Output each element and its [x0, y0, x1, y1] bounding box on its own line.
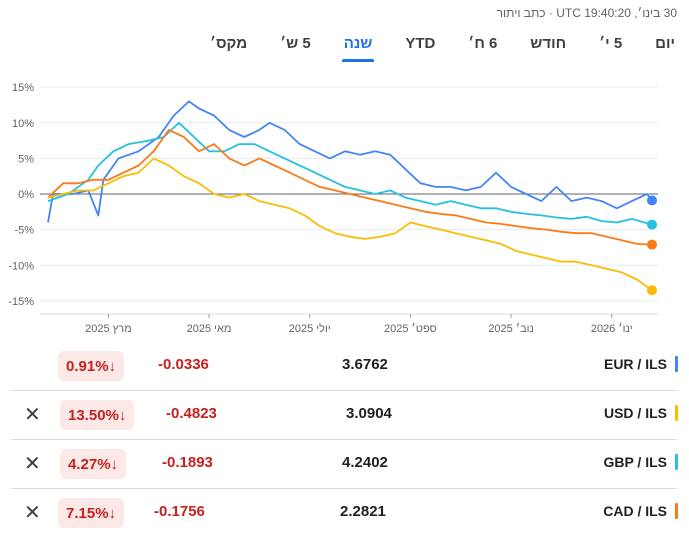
series-line [47, 121, 653, 226]
timestamp: 30 בינו׳, UTC 19:40:20 · כתב ויתור [496, 6, 677, 20]
y-tick-label: 0% [18, 189, 34, 201]
change-value: -0.1893 [162, 454, 213, 471]
close-icon[interactable]: ✕ [24, 453, 41, 475]
price-value: 3.6762 [342, 356, 388, 373]
x-tick-label: נוב׳ 2025 [488, 322, 534, 335]
series-endpoint [647, 195, 657, 206]
x-tick-label: ינו׳ 2026 [591, 322, 633, 335]
percent-value: 7.15% [66, 504, 109, 522]
tab-day[interactable]: יום [655, 34, 675, 52]
percent-badge: 13.50% ↓ [60, 400, 135, 430]
series-color-swatch [675, 454, 678, 470]
price-value: 4.2402 [342, 454, 388, 471]
change-value: -0.4823 [166, 405, 217, 422]
series-endpoint [647, 285, 657, 296]
percent-badge: 7.15% ↓ [58, 498, 125, 528]
arrow-down-icon: ↓ [108, 504, 117, 522]
tab-year[interactable]: שנה [341, 31, 375, 62]
change-value: -0.1756 [154, 503, 205, 520]
tab-5-days[interactable]: 5 י׳ [599, 34, 623, 52]
series-line [47, 157, 653, 291]
x-tick-label: יולי 2025 [289, 322, 331, 335]
y-tick-label: 5% [18, 153, 34, 165]
pair-label: USD / ILS [604, 405, 678, 421]
comparison-chart[interactable]: 15% 10% 5% 0% -5% -10% -15% מרץ 2025 מאי 2025 יול… [0, 62, 689, 338]
series-line [47, 129, 653, 246]
list-item[interactable]: ✕ 7.15% ↓ -0.1756 2.2821 CAD / ILS [10, 489, 678, 537]
series-color-swatch [675, 356, 678, 372]
tab-6-months[interactable]: 6 ח׳ [468, 34, 498, 52]
percent-value: 4.27% [68, 455, 111, 473]
list-item[interactable]: ✕ 4.27% ↓ -0.1893 4.2402 GBP / ILS [10, 440, 678, 489]
change-value: -0.0336 [158, 356, 209, 373]
pair-name: GBP / ILS [603, 454, 667, 470]
close-icon[interactable]: ✕ [24, 404, 41, 426]
x-tick-label: מרץ 2025 [85, 323, 132, 335]
pair-label: CAD / ILS [603, 503, 678, 519]
percent-value: 13.50% [68, 406, 119, 424]
price-value: 2.2821 [340, 503, 386, 520]
price-value: 3.0904 [346, 405, 392, 422]
x-tick-label: מאי 2025 [187, 323, 232, 335]
arrow-down-icon: ↓ [108, 357, 117, 375]
x-tick-label: ספט׳ 2025 [384, 322, 437, 335]
series-endpoint [647, 239, 657, 250]
percent-value: 0.91% [66, 357, 109, 375]
range-tabs: יום 5 י׳ חודש 6 ח׳ YTD שנה 5 ש׳ מקס׳ [210, 26, 675, 62]
y-tick-label: -15% [8, 296, 34, 308]
percent-badge: 0.91% ↓ [58, 351, 125, 381]
tab-ytd[interactable]: YTD [405, 34, 436, 52]
series-color-swatch [675, 503, 678, 519]
y-tick-label: 15% [12, 82, 34, 94]
pair-name: USD / ILS [603, 405, 667, 421]
y-tick-label: 10% [12, 118, 34, 130]
series-line [47, 100, 653, 223]
arrow-down-icon: ↓ [110, 455, 119, 473]
tab-month[interactable]: חודש [530, 34, 567, 52]
list-item[interactable]: 0.91% ↓ -0.0336 3.6762 EUR / ILS [10, 342, 678, 391]
y-tick-label: -5% [14, 225, 34, 237]
pair-name: EUR / ILS [603, 356, 667, 372]
tab-max[interactable]: מקס׳ [210, 34, 248, 52]
pair-name: CAD / ILS [603, 503, 667, 519]
tab-5-years[interactable]: 5 ש׳ [280, 34, 311, 52]
y-tick-label: -10% [8, 260, 34, 272]
close-icon[interactable]: ✕ [24, 502, 41, 524]
arrow-down-icon: ↓ [118, 406, 127, 424]
series-endpoint [647, 219, 657, 230]
list-item[interactable]: ✕ 13.50% ↓ -0.4823 3.0904 USD / ILS [10, 391, 678, 440]
series-color-swatch [675, 405, 678, 421]
pair-label: EUR / ILS [604, 356, 678, 372]
comparison-list: 0.91% ↓ -0.0336 3.6762 EUR / ILS ✕ 13.50… [10, 342, 678, 537]
pair-label: GBP / ILS [603, 454, 678, 470]
percent-badge: 4.27% ↓ [60, 449, 127, 479]
